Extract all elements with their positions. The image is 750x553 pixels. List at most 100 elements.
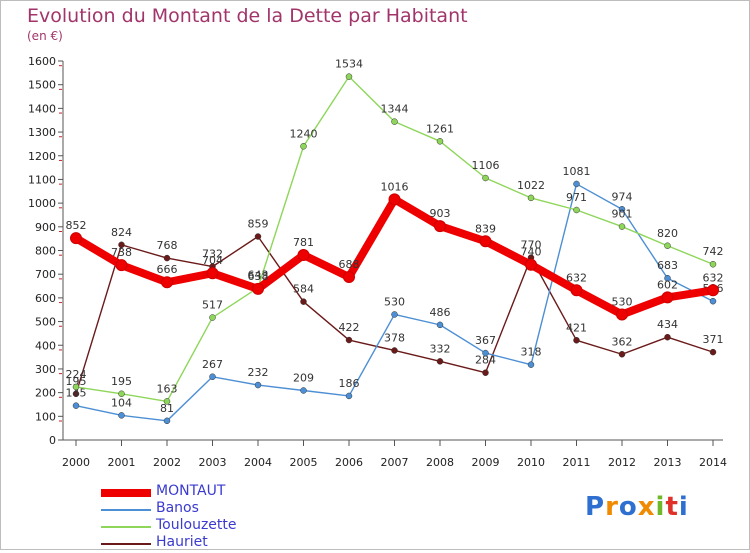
data-point-banos [163, 417, 171, 425]
data-label-banos: 318 [521, 346, 542, 359]
data-label-banos: 267 [202, 358, 223, 371]
legend-swatch-banos [101, 509, 151, 511]
data-point-banos [482, 349, 489, 357]
data-label-toulouzette: 1261 [426, 122, 454, 135]
x-tick-label: 2012 [608, 456, 636, 469]
data-point-toulouzette [618, 223, 626, 230]
data-point-toulouzette [118, 390, 125, 398]
y-tick-label: 1600 [28, 55, 56, 68]
data-point-hauriet [118, 241, 125, 249]
data-label-toulouzette: 971 [566, 191, 587, 204]
data-label-montaut: 839 [475, 222, 496, 235]
x-tick-label: 2003 [199, 456, 227, 469]
x-tick-label: 2009 [472, 456, 500, 469]
data-point-montaut [115, 259, 128, 272]
logo-letter: t [665, 492, 679, 522]
y-tick-label: 100 [35, 410, 56, 423]
data-label-toulouzette: 517 [202, 299, 223, 312]
data-label-toulouzette: 1106 [472, 159, 500, 172]
x-tick-label: 2004 [244, 456, 272, 469]
y-tick-label: 400 [35, 339, 56, 352]
data-label-toulouzette: 820 [657, 227, 678, 240]
data-label-montaut: 852 [66, 219, 87, 232]
data-point-hauriet [72, 390, 80, 398]
data-label-toulouzette: 1240 [290, 127, 318, 140]
data-point-hauriet [436, 358, 444, 365]
data-point-hauriet [391, 347, 398, 354]
proxiti-logo: Proxiti [585, 492, 689, 522]
data-label-banos: 232 [248, 366, 269, 379]
x-tick-label: 2014 [699, 456, 727, 469]
data-label-montaut: 602 [657, 278, 678, 291]
data-label-hauriet: 362 [612, 335, 633, 348]
data-label-hauriet: 859 [248, 218, 269, 231]
data-point-toulouzette [436, 138, 444, 145]
data-label-hauriet: 422 [339, 321, 360, 334]
x-tick-label: 2008 [426, 456, 454, 469]
data-point-montaut [479, 235, 492, 248]
legend-swatch-toulouzette [101, 526, 151, 528]
data-label-montaut: 688 [339, 258, 360, 271]
logo-letter: x [637, 492, 656, 522]
data-point-hauriet [709, 348, 717, 356]
data-label-banos: 186 [339, 377, 360, 390]
data-label-toulouzette: 1344 [381, 103, 409, 116]
data-point-toulouzette [527, 194, 535, 202]
y-tick-label: 1400 [28, 102, 56, 115]
data-label-hauriet: 378 [384, 331, 405, 344]
data-label-montaut: 638 [248, 270, 269, 283]
data-point-toulouzette [345, 73, 353, 80]
y-tick-label: 200 [35, 387, 56, 400]
data-point-banos [345, 392, 353, 400]
data-point-montaut [206, 267, 219, 280]
data-point-montaut [343, 271, 355, 284]
data-label-toulouzette: 901 [612, 208, 633, 221]
data-point-banos [118, 412, 125, 419]
data-label-montaut: 903 [430, 207, 451, 220]
data-point-banos [254, 381, 262, 389]
data-label-banos: 1081 [563, 165, 591, 178]
logo-letter: o [618, 492, 638, 522]
data-point-hauriet [163, 254, 171, 262]
y-tick-label: 300 [35, 363, 56, 376]
data-label-hauriet: 371 [703, 333, 724, 346]
y-tick-label: 1200 [28, 150, 56, 163]
legend-swatch-montaut [101, 489, 151, 497]
data-point-hauriet [345, 336, 353, 344]
data-point-hauriet [482, 369, 489, 376]
legend-swatch-hauriet [101, 543, 151, 545]
data-label-hauriet: 770 [521, 239, 542, 252]
data-point-banos [664, 274, 671, 282]
x-tick-label: 2010 [517, 456, 545, 469]
data-label-banos: 104 [111, 396, 132, 409]
data-label-banos: 367 [475, 334, 496, 347]
data-label-montaut: 740 [521, 246, 542, 259]
data-point-toulouzette [391, 118, 398, 125]
data-point-banos [436, 321, 444, 329]
x-tick-label: 2006 [335, 456, 363, 469]
data-label-montaut: 632 [703, 271, 724, 284]
data-point-montaut [707, 284, 719, 297]
data-label-banos: 683 [657, 259, 678, 272]
data-label-hauriet: 284 [475, 354, 496, 367]
data-label-toulouzette: 742 [703, 245, 724, 258]
data-label-banos: 486 [430, 306, 451, 319]
y-tick-label: 0 [49, 434, 56, 447]
data-point-toulouzette [709, 260, 717, 268]
data-label-montaut: 632 [566, 271, 587, 284]
x-tick-label: 2005 [290, 456, 318, 469]
data-label-toulouzette: 1022 [517, 179, 545, 192]
data-point-hauriet [300, 298, 307, 305]
data-label-hauriet: 584 [293, 283, 314, 296]
data-label-hauriet: 434 [657, 318, 678, 331]
data-label-hauriet: 732 [202, 248, 223, 261]
data-label-montaut: 704 [202, 254, 223, 267]
data-label-montaut: 666 [157, 263, 178, 276]
y-tick-label: 700 [35, 268, 56, 281]
data-point-montaut [388, 193, 401, 206]
data-label-toulouzette: 1534 [335, 58, 363, 71]
data-label-banos: 145 [66, 387, 87, 400]
data-label-toulouzette: 163 [157, 382, 178, 395]
data-point-toulouzette [72, 383, 80, 391]
